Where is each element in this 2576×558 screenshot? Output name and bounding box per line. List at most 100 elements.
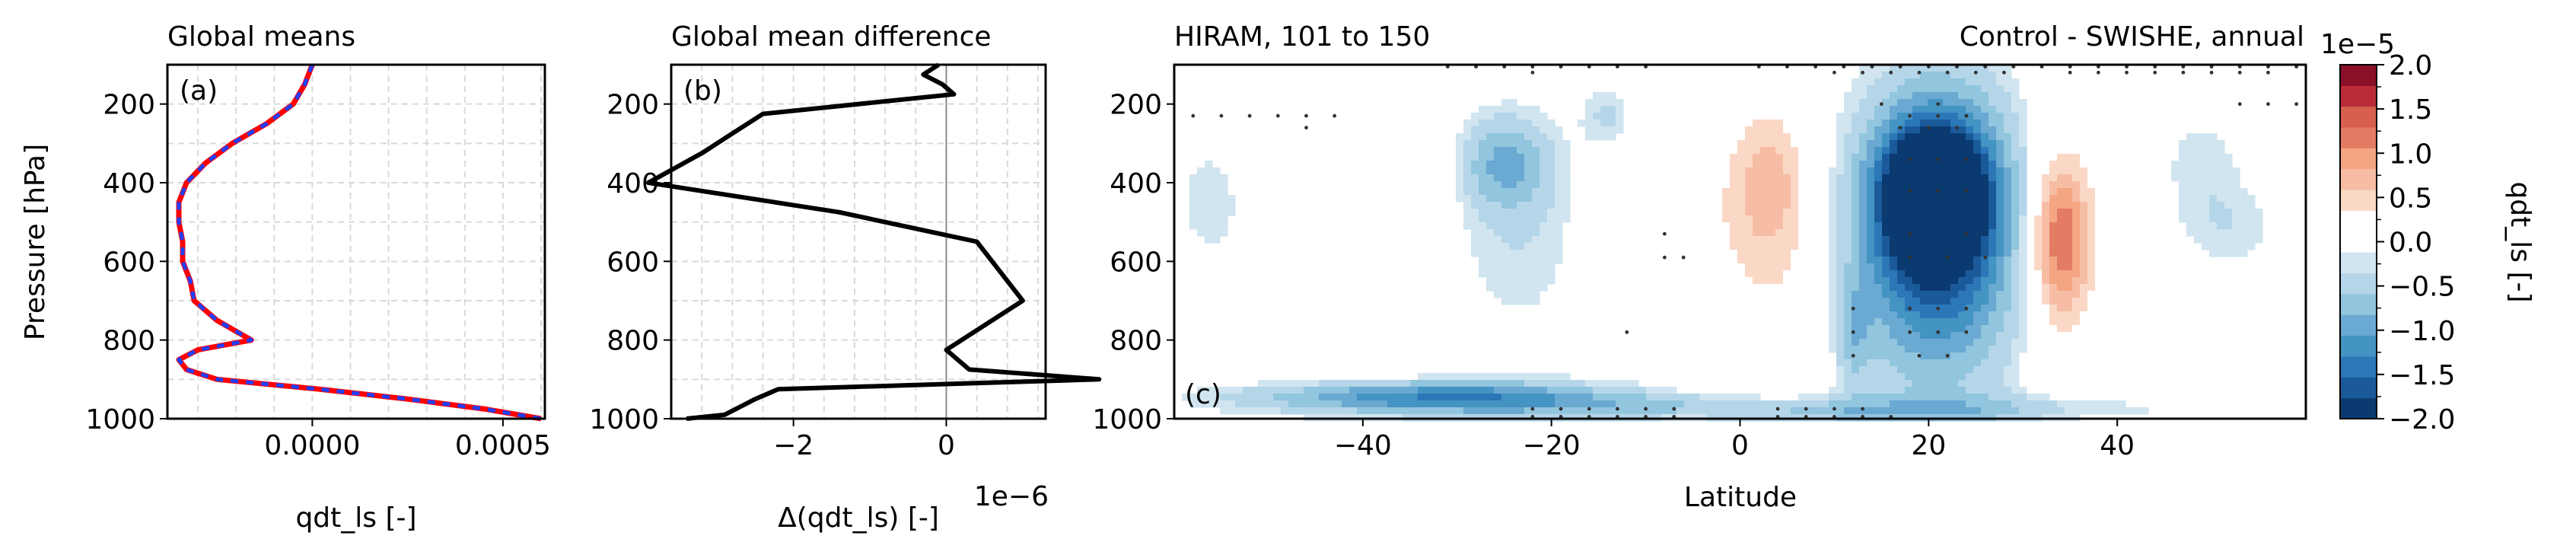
contour-cell [1912, 250, 1921, 257]
contour-cell [1890, 174, 1898, 182]
contour-cell [1920, 263, 1928, 271]
panel-c-contour-field [1182, 65, 2263, 422]
contour-cell [1349, 380, 1358, 387]
contour-cell [1768, 250, 1776, 257]
contour-cell [1958, 305, 1966, 312]
contour-cell [2004, 113, 2012, 120]
contour-cell [1829, 167, 1837, 175]
contour-cell [1775, 154, 1784, 161]
contour-cell [1562, 140, 1571, 148]
contour-cell [1890, 263, 1898, 271]
contour-cell [1996, 120, 2004, 127]
contour-cell [1897, 236, 1906, 244]
contour-cell [1494, 407, 1502, 415]
contour-cell [1524, 161, 1533, 168]
contour-cell [1966, 140, 1974, 148]
stipple-dot [2266, 70, 2270, 75]
contour-cell [1874, 188, 1883, 196]
contour-cell [2004, 332, 2012, 340]
contour-cell [1486, 394, 1495, 401]
contour-cell [1304, 332, 1312, 340]
contour-cell [2232, 236, 2240, 244]
contour-cell [1867, 236, 1875, 244]
contour-cell [1311, 147, 1320, 155]
contour-cell [1616, 126, 1624, 134]
contour-cell [1821, 394, 1829, 401]
contour-cell [2072, 140, 2081, 148]
contour-cell [1874, 236, 1883, 244]
contour-cell [1950, 380, 1959, 387]
contour-cell [1692, 195, 1700, 202]
contour-cell [1897, 85, 1906, 93]
contour-cell [1890, 202, 1898, 209]
contour-cell [1973, 257, 1982, 264]
contour-cell [1958, 352, 1966, 360]
contour-cell [1989, 161, 1997, 168]
contour-cell [1973, 154, 1982, 161]
contour-cell [1981, 126, 1989, 134]
contour-cell [1852, 359, 1860, 367]
contour-cell [1212, 387, 1221, 394]
contour-cell [1509, 298, 1517, 305]
contour-cell [1692, 270, 1700, 278]
contour-cell [2224, 229, 2233, 237]
contour-cell [1912, 85, 1921, 93]
contour-cell [1775, 147, 1784, 155]
contour-cell [2095, 215, 2103, 223]
contour-cell [1205, 236, 1213, 244]
colorbar-band [2340, 273, 2377, 295]
contour-cell [1745, 133, 1753, 141]
colorbar-band [2340, 314, 2377, 336]
contour-cell [1456, 373, 1464, 381]
contour-cell [1897, 257, 1906, 264]
contour-cell [1928, 167, 1936, 175]
contour-cell [1326, 167, 1335, 175]
contour-cell [1890, 250, 1898, 257]
contour-cell [1722, 229, 1731, 237]
contour-cell [1996, 311, 2004, 319]
contour-cell [1288, 346, 1297, 353]
contour-cell [1737, 311, 1746, 319]
contour-cell [1775, 257, 1784, 264]
contour-cell [2232, 195, 2240, 202]
contour-cell [1349, 215, 1358, 223]
contour-cell [1669, 407, 1677, 415]
contour-cell [1357, 305, 1365, 312]
contour-cell [2194, 373, 2202, 381]
contour-cell [1540, 394, 1548, 401]
contour-cell [2095, 243, 2103, 250]
contour-cell [1479, 387, 1487, 394]
contour-cell [1509, 202, 1517, 209]
contour-cell [1989, 106, 1997, 113]
contour-cell [1372, 243, 1380, 250]
contour-cell [1745, 298, 1753, 305]
contour-cell [1867, 359, 1875, 367]
contour-cell [1897, 113, 1906, 120]
colorbar-tick-label: 0.5 [2389, 183, 2432, 214]
stipple-dot [1926, 126, 1931, 130]
contour-cell [1798, 202, 1807, 209]
contour-cell [1867, 318, 1875, 326]
colorbar-tick-label: 1.5 [2389, 94, 2432, 126]
contour-cell [1715, 400, 1723, 408]
contour-cell [1692, 284, 1700, 292]
contour-cell [1768, 181, 1776, 189]
contour-cell [1326, 346, 1335, 353]
contour-cell [1791, 291, 1799, 298]
contour-cell [1501, 236, 1510, 244]
contour-cell [1334, 174, 1342, 182]
contour-cell [1471, 126, 1479, 134]
contour-cell [2217, 181, 2225, 189]
contour-cell [1288, 400, 1297, 408]
contour-cell [1326, 161, 1335, 168]
contour-cell [1403, 332, 1411, 340]
contour-cell [1387, 400, 1396, 408]
contour-cell [2065, 222, 2073, 230]
contour-cell [1874, 318, 1883, 326]
contour-cell [1829, 236, 1837, 244]
contour-cell [1319, 147, 1327, 155]
contour-cell [2019, 229, 2027, 237]
contour-cell [1836, 305, 1845, 312]
contour-cell [2202, 167, 2210, 175]
contour-cell [1501, 188, 1510, 196]
